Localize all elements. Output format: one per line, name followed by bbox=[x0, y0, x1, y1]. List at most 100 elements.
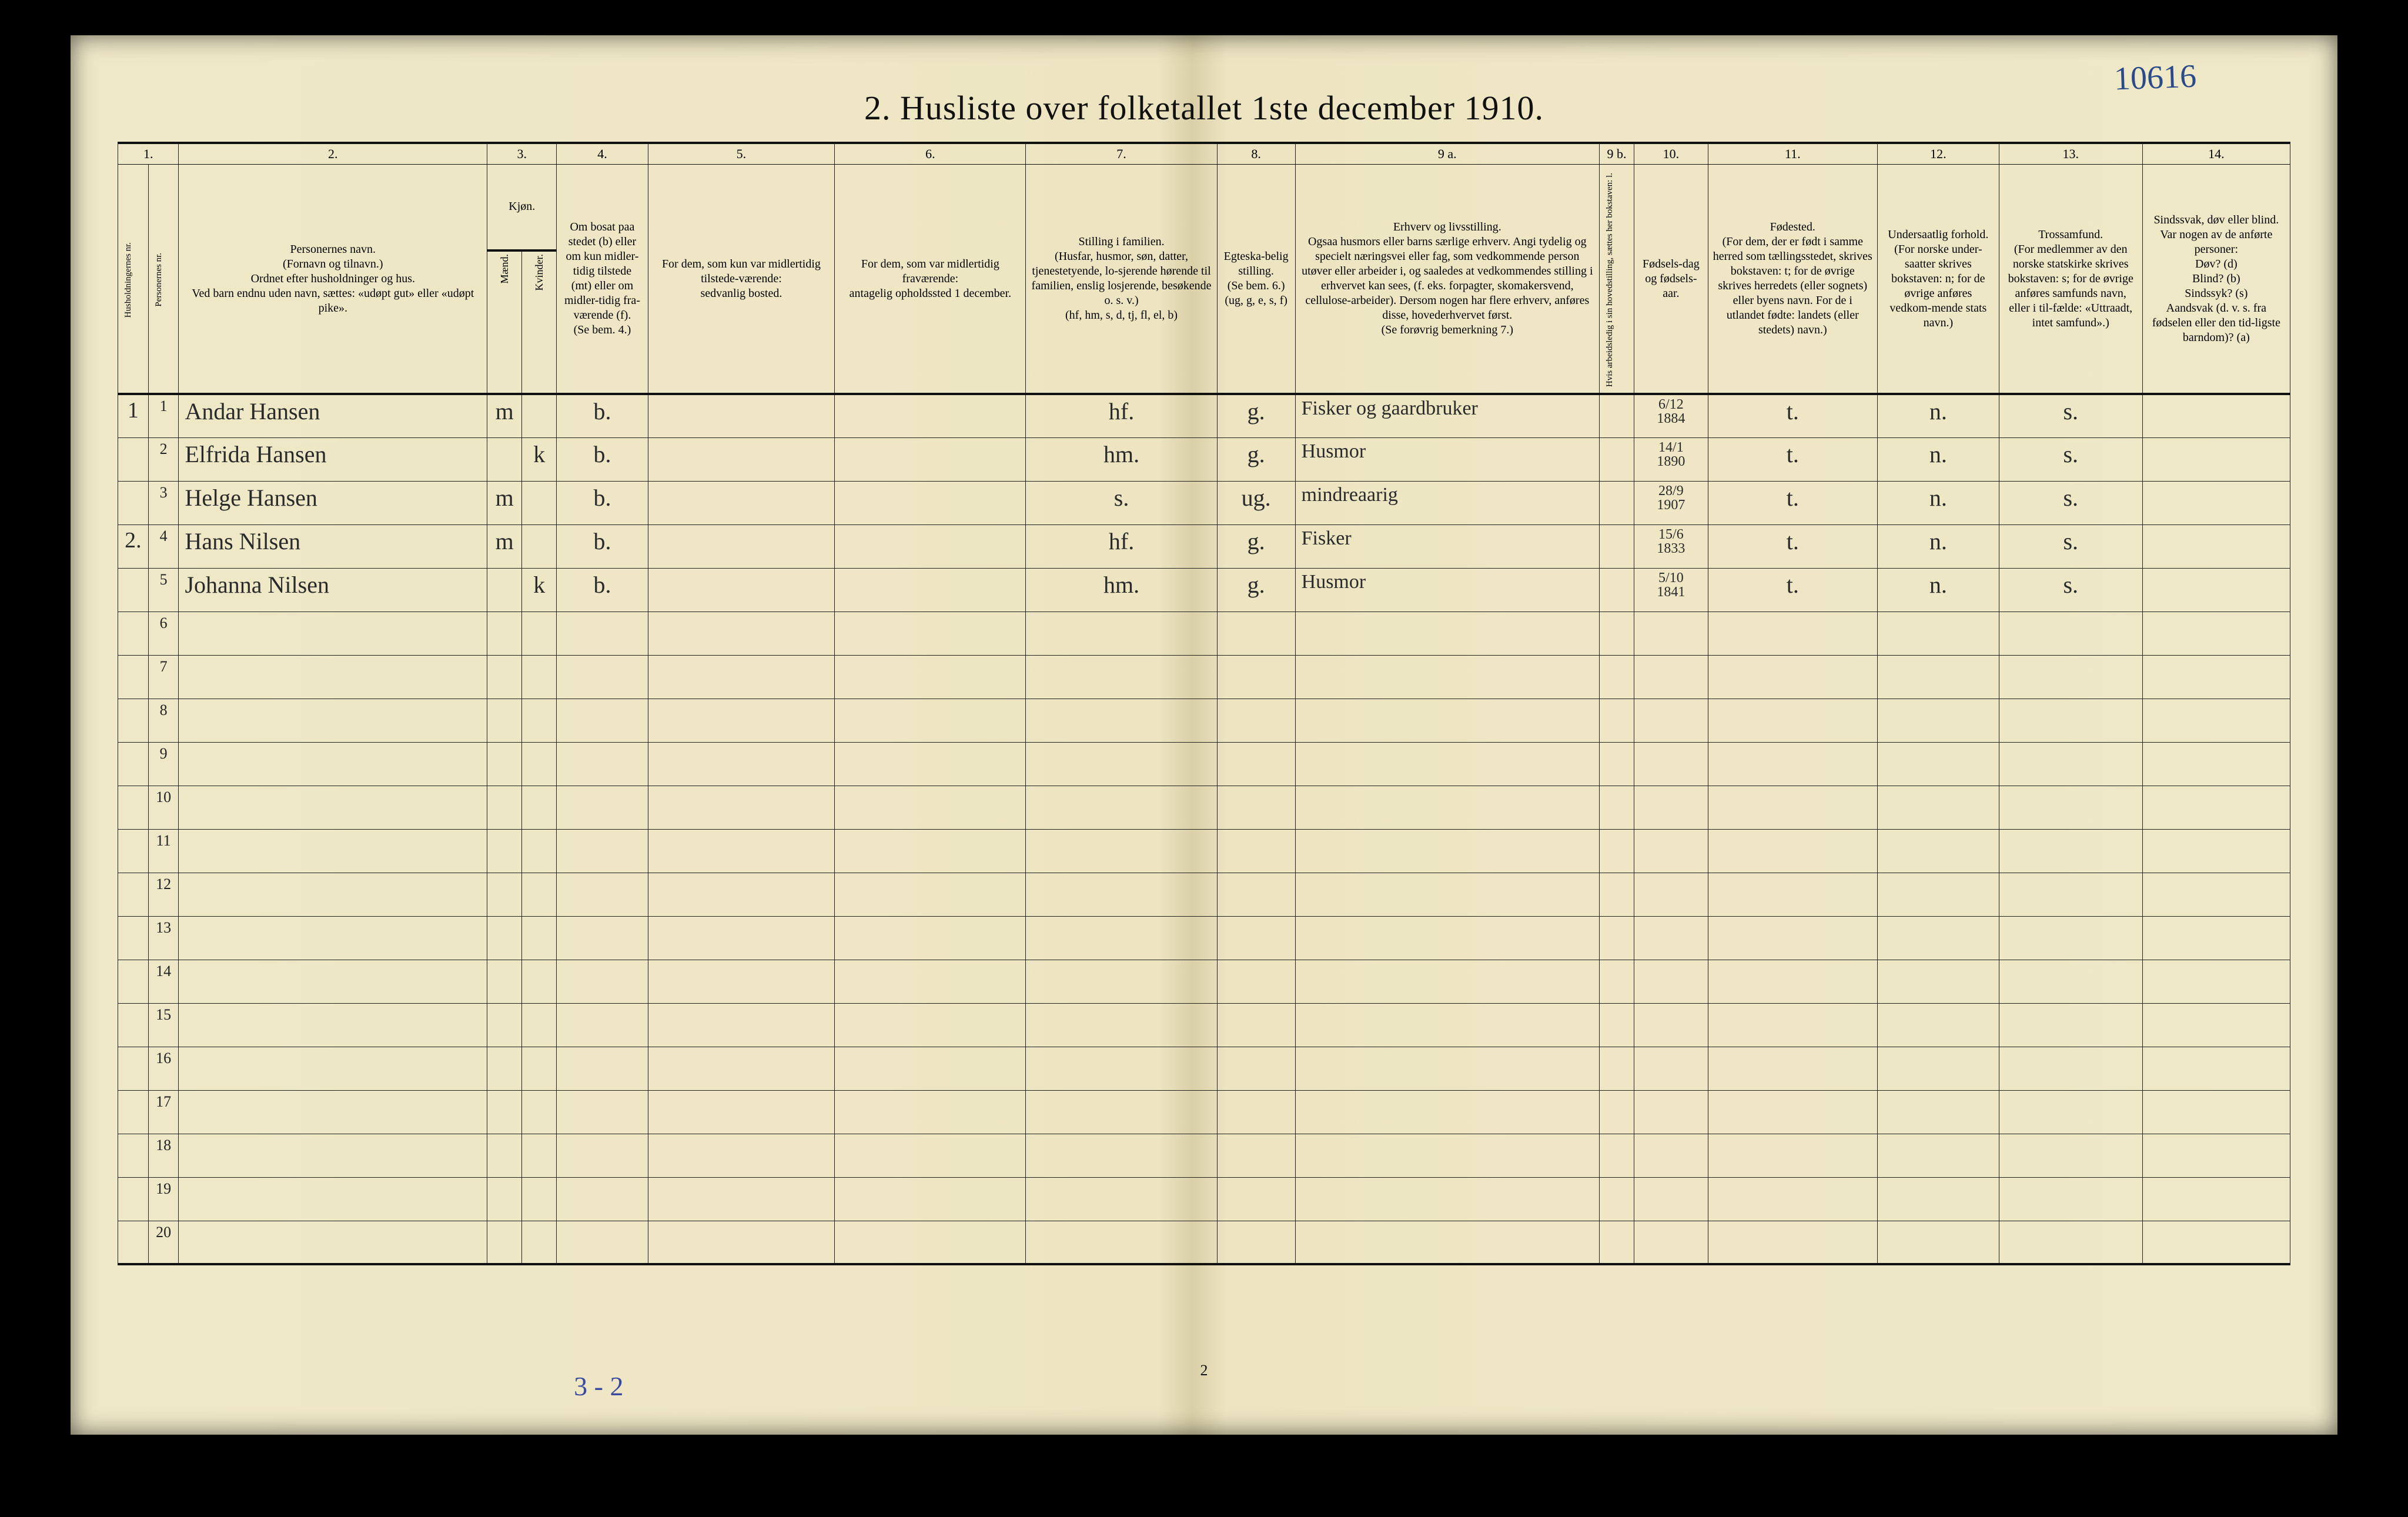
cell-sex-m: m bbox=[487, 481, 522, 524]
coln-14: 14. bbox=[2142, 143, 2290, 165]
cell-person-no: 9 bbox=[148, 742, 179, 786]
cell-birth: 15/6 1833 bbox=[1634, 524, 1708, 568]
cell-person-no: 10 bbox=[148, 786, 179, 829]
cell-name: Andar Hansen bbox=[179, 394, 487, 437]
cell-family-pos: hm. bbox=[1026, 437, 1217, 481]
cell-sex-m: m bbox=[487, 524, 522, 568]
footer-handwritten-annotation: 3 - 2 bbox=[574, 1371, 623, 1402]
cell-sex-k bbox=[522, 524, 557, 568]
coln-5: 5. bbox=[648, 143, 835, 165]
hdr-occupation: Erhverv og livsstilling. Ogsaa husmors e… bbox=[1295, 165, 1599, 395]
cell-person-no: 11 bbox=[148, 829, 179, 873]
cell-unemployed bbox=[1599, 437, 1634, 481]
cell-unemployed bbox=[1599, 568, 1634, 612]
cell-sex-k bbox=[522, 481, 557, 524]
cell-name: Helge Hansen bbox=[179, 481, 487, 524]
cell-person-no: 18 bbox=[148, 1134, 179, 1177]
cell-temp-absent bbox=[835, 524, 1026, 568]
cell-sex-k: k bbox=[522, 568, 557, 612]
document-number-handwritten: 10616 bbox=[2113, 58, 2197, 98]
cell-household bbox=[118, 568, 149, 612]
cell-family-pos: hf. bbox=[1026, 524, 1217, 568]
cell-temp-present bbox=[648, 568, 835, 612]
table-row: 19 bbox=[118, 1177, 2290, 1221]
cell-birthplace: t. bbox=[1708, 481, 1877, 524]
cell-name: Johanna Nilsen bbox=[179, 568, 487, 612]
table-row: 20 bbox=[118, 1221, 2290, 1264]
census-form: 10616 2. Husliste over folketallet 1ste … bbox=[118, 71, 2290, 1376]
cell-residence: b. bbox=[557, 568, 648, 612]
cell-household: 2. bbox=[118, 524, 149, 568]
cell-sex-m bbox=[487, 568, 522, 612]
cell-temp-absent bbox=[835, 568, 1026, 612]
cell-disability bbox=[2142, 568, 2290, 612]
cell-temp-present bbox=[648, 481, 835, 524]
hdr-birth: Fødsels-dag og fødsels-aar. bbox=[1634, 165, 1708, 395]
cell-religion: s. bbox=[1999, 481, 2142, 524]
cell-household: 1 bbox=[118, 394, 149, 437]
cell-religion: s. bbox=[1999, 524, 2142, 568]
hdr-sex: Kjøn. bbox=[487, 165, 557, 250]
cell-person-no: 7 bbox=[148, 655, 179, 699]
cell-birthplace: t. bbox=[1708, 437, 1877, 481]
table-row: 14 bbox=[118, 960, 2290, 1003]
cell-temp-absent bbox=[835, 437, 1026, 481]
cell-birthplace: t. bbox=[1708, 568, 1877, 612]
cell-birthplace: t. bbox=[1708, 524, 1877, 568]
cell-person-no: 17 bbox=[148, 1090, 179, 1134]
coln-9b: 9 b. bbox=[1599, 143, 1634, 165]
page-title: 2. Husliste over folketallet 1ste decemb… bbox=[118, 88, 2290, 128]
table-row: 5 Johanna Nilsen k b. hm. g. Husmor 5/10… bbox=[118, 568, 2290, 612]
table-row: 18 bbox=[118, 1134, 2290, 1177]
cell-sex-k bbox=[522, 394, 557, 437]
column-number-row: 1. 2. 3. 4. 5. 6. 7. 8. 9 a. 9 b. 10. 11… bbox=[118, 143, 2290, 165]
table-header: 1. 2. 3. 4. 5. 6. 7. 8. 9 a. 9 b. 10. 11… bbox=[118, 143, 2290, 394]
cell-person-no: 14 bbox=[148, 960, 179, 1003]
cell-marital: g. bbox=[1217, 437, 1295, 481]
hdr-disability: Sindssvak, døv eller blind. Var nogen av… bbox=[2142, 165, 2290, 395]
table-row: 10 bbox=[118, 786, 2290, 829]
cell-person-no: 1 bbox=[148, 394, 179, 437]
cell-residence: b. bbox=[557, 437, 648, 481]
hdr-birthplace: Fødested. (For dem, der er født i samme … bbox=[1708, 165, 1877, 395]
table-row: 13 bbox=[118, 916, 2290, 960]
coln-4: 4. bbox=[557, 143, 648, 165]
cell-person-no: 8 bbox=[148, 699, 179, 742]
hdr-name: Personernes navn. (Fornavn og tilnavn.) … bbox=[179, 165, 487, 395]
hdr-temp-present: For dem, som kun var midlertidig tilsted… bbox=[648, 165, 835, 395]
cell-person-no: 12 bbox=[148, 873, 179, 916]
table-row: 8 bbox=[118, 699, 2290, 742]
cell-person-no: 6 bbox=[148, 612, 179, 655]
census-table: 1. 2. 3. 4. 5. 6. 7. 8. 9 a. 9 b. 10. 11… bbox=[118, 142, 2290, 1265]
cell-marital: g. bbox=[1217, 568, 1295, 612]
cell-person-no: 13 bbox=[148, 916, 179, 960]
cell-nationality: n. bbox=[1877, 524, 1999, 568]
hdr-sex-female: Kvinder. bbox=[522, 250, 557, 395]
cell-temp-present bbox=[648, 437, 835, 481]
table-body: 1 1 Andar Hansen m b. hf. g. Fisker og g… bbox=[118, 394, 2290, 1264]
hdr-marital: Egteska-belig stilling. (Se bem. 6.) (ug… bbox=[1217, 165, 1295, 395]
cell-birth: 5/10 1841 bbox=[1634, 568, 1708, 612]
cell-religion: s. bbox=[1999, 437, 2142, 481]
table-row: 6 bbox=[118, 612, 2290, 655]
coln-11: 11. bbox=[1708, 143, 1877, 165]
cell-nationality: n. bbox=[1877, 481, 1999, 524]
coln-1: 1. bbox=[118, 143, 179, 165]
table-row: 3 Helge Hansen m b. s. ug. mindreaarig 2… bbox=[118, 481, 2290, 524]
hdr-temp-absent: For dem, som var midlertidig fraværende:… bbox=[835, 165, 1026, 395]
coln-6: 6. bbox=[835, 143, 1026, 165]
table-row: 17 bbox=[118, 1090, 2290, 1134]
cell-unemployed bbox=[1599, 524, 1634, 568]
hdr-unemployed: Hvis arbeidsledig i sin hovedstilling, s… bbox=[1599, 165, 1634, 395]
table-row: 2 Elfrida Hansen k b. hm. g. Husmor 14/1… bbox=[118, 437, 2290, 481]
cell-residence: b. bbox=[557, 481, 648, 524]
cell-nationality: n. bbox=[1877, 568, 1999, 612]
coln-12: 12. bbox=[1877, 143, 1999, 165]
cell-person-no: 2 bbox=[148, 437, 179, 481]
cell-person-no: 5 bbox=[148, 568, 179, 612]
cell-unemployed bbox=[1599, 394, 1634, 437]
coln-7: 7. bbox=[1026, 143, 1217, 165]
cell-occupation: Husmor bbox=[1295, 568, 1599, 612]
cell-disability bbox=[2142, 524, 2290, 568]
cell-disability bbox=[2142, 437, 2290, 481]
